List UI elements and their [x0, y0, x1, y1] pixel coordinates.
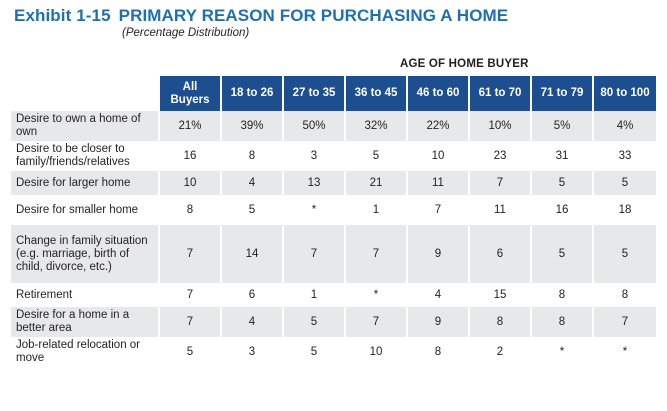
table-cell: 7	[344, 225, 407, 283]
table-cell: 8	[468, 307, 531, 337]
column-header: 18 to 26	[220, 76, 283, 111]
table-cell: 5	[530, 171, 593, 195]
table-cell: 4%	[592, 111, 656, 141]
row-label: Desire for smaller home	[16, 203, 139, 216]
table-cell: 32%	[344, 111, 407, 141]
table-row: Desire to be closer to family/friends/re…	[11, 141, 656, 171]
column-header: All Buyers	[158, 76, 221, 111]
table-cell: 8	[158, 195, 221, 225]
table-row: Desire for larger home 10 4 13 21 11 7 5…	[11, 171, 656, 195]
table-cell: 5%	[530, 111, 593, 141]
column-header: 46 to 60	[406, 76, 469, 111]
table-cell: 15	[468, 283, 531, 307]
table-cell: 33	[592, 141, 656, 171]
table-cell: 5	[282, 307, 345, 337]
table-cell: 5	[220, 195, 283, 225]
table-cell: 10	[406, 141, 469, 171]
table-cell: *	[530, 337, 593, 367]
table-cell: 10	[344, 337, 407, 367]
table-cell: 7	[158, 307, 221, 337]
table-cell: 22%	[406, 111, 469, 141]
table-cell: 7	[158, 225, 221, 283]
table-cell: 10	[158, 171, 221, 195]
table-row: Change in family situation (e.g. marriag…	[11, 225, 656, 283]
table-cell: 8	[530, 283, 593, 307]
table-cell: 1	[344, 195, 407, 225]
table-cell: 5	[282, 337, 345, 367]
table-row: Retirement 7 6 1 * 4 15 8 8	[11, 283, 656, 307]
table-cell: 39%	[220, 111, 283, 141]
table-cell: 5	[592, 171, 656, 195]
table-cell: 5	[158, 337, 221, 367]
table-cell: 50%	[282, 111, 345, 141]
column-group-label: AGE OF HOME BUYER	[400, 58, 529, 70]
table-cell: 8	[592, 283, 656, 307]
table-cell: 9	[406, 307, 469, 337]
table-cell: 31	[530, 141, 593, 171]
table-cell: 7	[592, 307, 656, 337]
table-row: Desire for smaller home 8 5 * 1 7 11 16 …	[11, 195, 656, 225]
table-cell: 4	[220, 307, 283, 337]
table-cell: 11	[468, 195, 531, 225]
exhibit-header: Exhibit 1-15 PRIMARY REASON FOR PURCHASIN…	[14, 6, 508, 39]
table-cell: 4	[220, 171, 283, 195]
table-row: Desire to own a home of own 21% 39% 50% …	[11, 111, 656, 141]
table-cell: *	[344, 283, 407, 307]
table-cell: 5	[530, 225, 593, 283]
table-cell: 6	[468, 225, 531, 283]
exhibit-subtitle: (Percentage Distribution)	[122, 27, 250, 39]
table-cell: 2	[468, 337, 531, 367]
table-cell: 21	[344, 171, 407, 195]
table-cell: 5	[592, 225, 656, 283]
column-header: 61 to 70	[468, 76, 531, 111]
table-cell: 8	[530, 307, 593, 337]
table-cell: 11	[406, 171, 469, 195]
column-header: 36 to 45	[344, 76, 407, 111]
column-header: 71 to 79	[530, 76, 593, 111]
exhibit-number: Exhibit 1-15	[14, 6, 111, 25]
exhibit-title-text: PRIMARY REASON FOR PURCHASING A HOME	[118, 6, 509, 25]
table-cell: 7	[282, 225, 345, 283]
table-cell: *	[592, 337, 656, 367]
column-header: 27 to 35	[282, 76, 345, 111]
table-cell: 3	[220, 337, 283, 367]
table-row: Desire for a home in a better area 7 4 5…	[11, 307, 656, 337]
table-cell: 16	[158, 141, 221, 171]
table-cell: 5	[344, 141, 407, 171]
table-cell: 1	[282, 283, 345, 307]
header-row: All Buyers 18 to 26 27 to 35 36 to 45 46 …	[11, 76, 656, 111]
column-header: 80 to 100	[592, 76, 656, 111]
table-cell: 18	[592, 195, 656, 225]
row-label: Desire for a home in a better area	[11, 307, 159, 337]
table-cell: 8	[220, 141, 283, 171]
table-cell: 7	[468, 171, 531, 195]
row-label: Desire to own a home of own	[11, 111, 159, 141]
header-corner	[11, 76, 159, 111]
table-cell: 21%	[158, 111, 221, 141]
row-label: Desire to be closer to family/friends/re…	[16, 143, 130, 168]
table-cell: 16	[530, 195, 593, 225]
data-table: All Buyers 18 to 26 27 to 35 36 to 45 46 …	[11, 76, 656, 367]
table-cell: 13	[282, 171, 345, 195]
row-label: Job-related relocation or move	[16, 339, 141, 364]
table-cell: 9	[406, 225, 469, 283]
table-cell: 23	[468, 141, 531, 171]
row-label: Desire for larger home	[11, 171, 159, 195]
table-cell: 7	[406, 195, 469, 225]
row-label: Retirement	[16, 288, 73, 301]
table-cell: 7	[344, 307, 407, 337]
table-cell: 8	[406, 337, 469, 367]
table-cell: 10%	[468, 111, 531, 141]
table-cell: 4	[406, 283, 469, 307]
table-cell: *	[282, 195, 345, 225]
table-cell: 3	[282, 141, 345, 171]
table-row: Job-related relocation or move 5 3 5 10 …	[11, 337, 656, 367]
table-cell: 6	[220, 283, 283, 307]
row-label: Change in family situation (e.g. marriag…	[11, 225, 159, 283]
table-cell: 7	[158, 283, 221, 307]
table-cell: 14	[220, 225, 283, 283]
exhibit-title: Exhibit 1-15 PRIMARY REASON FOR PURCHASIN…	[14, 6, 508, 26]
